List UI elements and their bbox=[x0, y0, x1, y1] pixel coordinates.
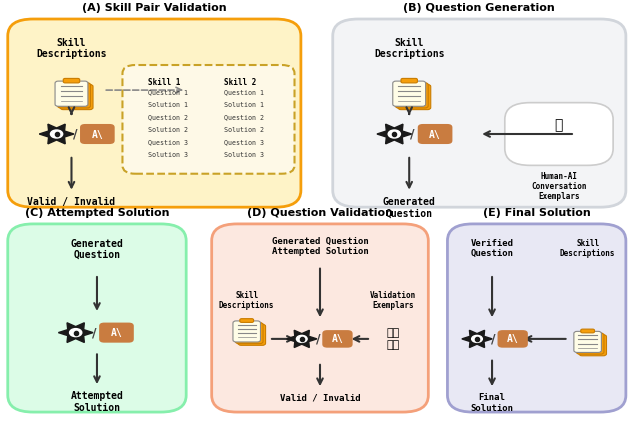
Text: (E) Final Solution: (E) Final Solution bbox=[483, 207, 591, 218]
Text: /: / bbox=[410, 127, 415, 141]
FancyBboxPatch shape bbox=[447, 224, 626, 412]
FancyBboxPatch shape bbox=[233, 321, 260, 342]
Text: /: / bbox=[316, 332, 320, 345]
Text: Attempted
Solution: Attempted Solution bbox=[70, 391, 124, 413]
FancyBboxPatch shape bbox=[238, 324, 266, 345]
Text: 📄✅
📄❌: 📄✅ 📄❌ bbox=[387, 328, 400, 350]
Text: Question 2: Question 2 bbox=[225, 114, 264, 121]
Text: /: / bbox=[92, 326, 97, 339]
Text: Solution 3: Solution 3 bbox=[225, 152, 264, 158]
Text: Skill
Descriptions: Skill Descriptions bbox=[36, 38, 107, 60]
Text: Skill 2: Skill 2 bbox=[225, 78, 257, 86]
Polygon shape bbox=[377, 124, 412, 144]
FancyBboxPatch shape bbox=[236, 322, 263, 344]
Text: Skill
Descriptions: Skill Descriptions bbox=[219, 291, 275, 310]
FancyBboxPatch shape bbox=[396, 83, 428, 108]
FancyBboxPatch shape bbox=[497, 330, 528, 348]
Text: (D) Question Validation: (D) Question Validation bbox=[247, 207, 393, 218]
Text: Question 2: Question 2 bbox=[148, 114, 188, 121]
Text: Final
Solution: Final Solution bbox=[470, 393, 513, 413]
Circle shape bbox=[70, 328, 82, 337]
Polygon shape bbox=[39, 124, 74, 144]
FancyBboxPatch shape bbox=[63, 78, 80, 83]
FancyBboxPatch shape bbox=[60, 84, 93, 109]
Text: Solution 3: Solution 3 bbox=[148, 152, 188, 158]
Text: Generated
Question: Generated Question bbox=[70, 239, 124, 260]
Text: A\: A\ bbox=[111, 328, 122, 338]
Text: Question 3: Question 3 bbox=[225, 139, 264, 145]
Polygon shape bbox=[462, 330, 492, 348]
FancyBboxPatch shape bbox=[505, 103, 613, 165]
Text: A\: A\ bbox=[332, 334, 343, 345]
FancyBboxPatch shape bbox=[212, 224, 428, 412]
FancyBboxPatch shape bbox=[240, 319, 253, 322]
FancyBboxPatch shape bbox=[418, 124, 452, 144]
Text: A\: A\ bbox=[507, 334, 518, 345]
Text: Question 1: Question 1 bbox=[148, 89, 188, 95]
Circle shape bbox=[296, 335, 307, 343]
Text: Question 1: Question 1 bbox=[225, 89, 264, 95]
FancyBboxPatch shape bbox=[323, 330, 353, 348]
Text: /: / bbox=[72, 127, 77, 141]
FancyBboxPatch shape bbox=[393, 81, 426, 106]
Text: /: / bbox=[491, 332, 495, 345]
Text: Verified
Question: Verified Question bbox=[470, 239, 513, 258]
Circle shape bbox=[472, 335, 483, 343]
Text: Valid / Invalid: Valid / Invalid bbox=[28, 197, 116, 207]
FancyBboxPatch shape bbox=[122, 65, 294, 174]
Text: Solution 1: Solution 1 bbox=[225, 102, 264, 108]
FancyBboxPatch shape bbox=[58, 83, 90, 108]
Text: Solution 2: Solution 2 bbox=[225, 127, 264, 133]
Circle shape bbox=[51, 130, 63, 138]
Circle shape bbox=[388, 130, 401, 138]
FancyBboxPatch shape bbox=[579, 335, 607, 356]
FancyBboxPatch shape bbox=[80, 124, 115, 144]
Text: Valid / Invalid: Valid / Invalid bbox=[280, 393, 360, 402]
Polygon shape bbox=[287, 330, 317, 348]
Text: (B) Question Generation: (B) Question Generation bbox=[403, 3, 555, 13]
Text: (C) Attempted Solution: (C) Attempted Solution bbox=[25, 207, 169, 218]
Text: Generated Question
Attempted Solution: Generated Question Attempted Solution bbox=[271, 236, 369, 256]
Text: Generated
Question: Generated Question bbox=[383, 197, 436, 218]
FancyBboxPatch shape bbox=[8, 224, 186, 412]
Text: 🤖: 🤖 bbox=[555, 118, 563, 132]
FancyBboxPatch shape bbox=[401, 78, 417, 83]
FancyBboxPatch shape bbox=[55, 81, 88, 106]
Text: Solution 2: Solution 2 bbox=[148, 127, 188, 133]
Polygon shape bbox=[58, 323, 93, 343]
FancyBboxPatch shape bbox=[99, 322, 134, 343]
Text: A\: A\ bbox=[92, 130, 103, 140]
Text: Skill
Descriptions: Skill Descriptions bbox=[374, 38, 444, 60]
Text: Skill 1: Skill 1 bbox=[148, 78, 180, 86]
Text: Skill
Descriptions: Skill Descriptions bbox=[560, 239, 616, 258]
Text: Human-AI
Conversation
Exemplars: Human-AI Conversation Exemplars bbox=[531, 172, 587, 201]
Text: A\: A\ bbox=[429, 130, 441, 140]
Text: Solution 1: Solution 1 bbox=[148, 102, 188, 108]
Text: Question 3: Question 3 bbox=[148, 139, 188, 145]
FancyBboxPatch shape bbox=[577, 333, 604, 354]
FancyBboxPatch shape bbox=[8, 19, 301, 207]
FancyBboxPatch shape bbox=[333, 19, 626, 207]
FancyBboxPatch shape bbox=[398, 84, 431, 109]
Text: (A) Skill Pair Validation: (A) Skill Pair Validation bbox=[82, 3, 227, 13]
Text: Validation
Exemplars: Validation Exemplars bbox=[370, 291, 417, 310]
FancyBboxPatch shape bbox=[574, 331, 602, 352]
FancyBboxPatch shape bbox=[580, 329, 595, 333]
